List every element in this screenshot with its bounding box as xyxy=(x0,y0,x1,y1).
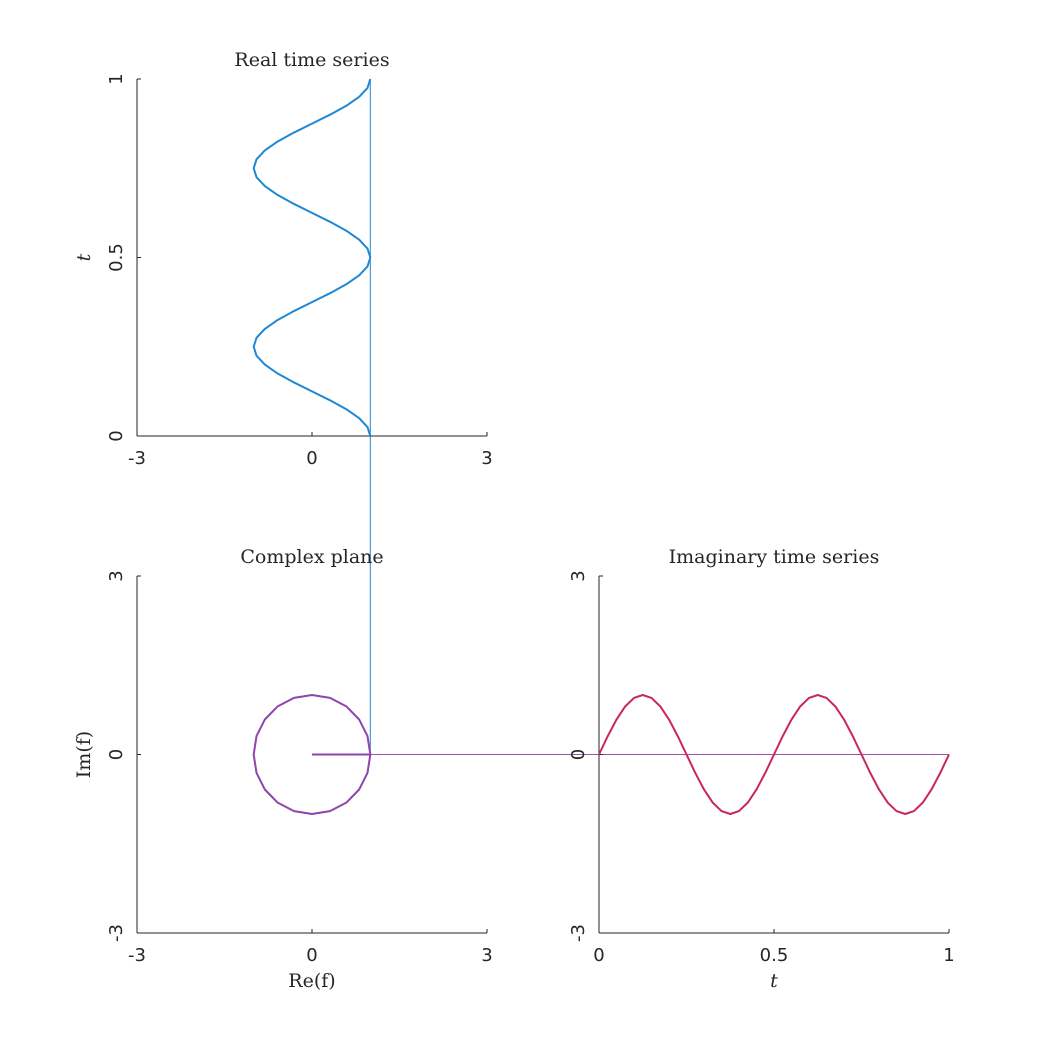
y-tick-label: 1 xyxy=(106,73,127,84)
y-tick-label: 0.5 xyxy=(106,243,127,272)
x-axis-label: Re(f) xyxy=(288,970,335,992)
data-line xyxy=(252,78,372,437)
y-tick-label: -3 xyxy=(106,924,127,942)
data-line xyxy=(252,694,372,815)
y-tick-label: 0 xyxy=(106,430,127,441)
x-tick-label: 1 xyxy=(943,945,954,966)
x-tick-label: -3 xyxy=(128,945,146,966)
chart-title: Real time series xyxy=(234,49,389,71)
y-axis-label: Im(f) xyxy=(73,731,95,778)
x-tick-label: -3 xyxy=(128,448,146,469)
y-tick-label: 0 xyxy=(106,749,127,760)
x-tick-label: 0.5 xyxy=(760,945,789,966)
x-tick-label: 3 xyxy=(481,448,492,469)
x-axis-label: t xyxy=(770,970,778,992)
chart-title: Complex plane xyxy=(240,546,383,568)
y-axis-label: t xyxy=(73,253,95,261)
y-tick-label: -3 xyxy=(568,924,589,942)
y-tick-label: 0 xyxy=(568,749,589,760)
chart-title: Imaginary time series xyxy=(669,546,880,568)
x-tick-label: 0 xyxy=(306,945,317,966)
x-tick-label: 0 xyxy=(306,448,317,469)
data-line xyxy=(598,694,950,815)
y-tick-label: 3 xyxy=(106,570,127,581)
x-tick-label: 3 xyxy=(481,945,492,966)
y-tick-label: 3 xyxy=(568,570,589,581)
x-tick-label: 0 xyxy=(593,945,604,966)
